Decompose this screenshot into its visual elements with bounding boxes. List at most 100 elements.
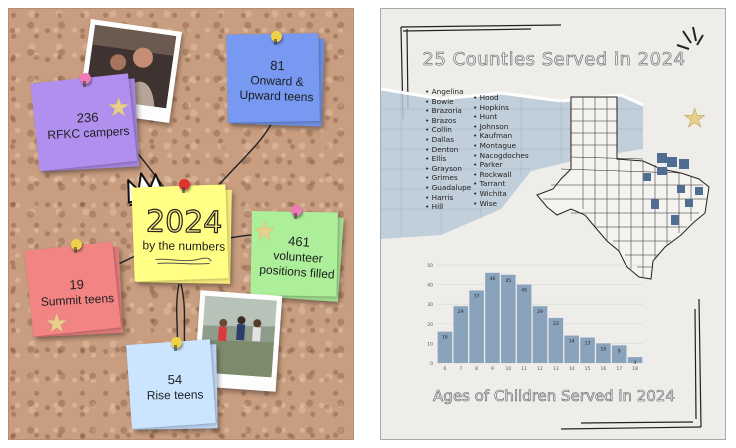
pin-yellow-1 xyxy=(271,31,282,45)
volunteer-number: 461 xyxy=(287,233,311,250)
county-item: Johnson xyxy=(473,122,529,132)
note-onward-upward: 81 Onward & Upward teens xyxy=(229,35,325,127)
data-label: 37 xyxy=(474,293,480,299)
data-label: 10 xyxy=(601,346,607,352)
county-item: Wichita xyxy=(473,189,529,199)
star-icon: ★ xyxy=(107,93,131,123)
county-list-col1: AngelinaBowieBrazoriaBrazosCollinDallasD… xyxy=(425,87,472,212)
data-label: 14 xyxy=(569,339,575,345)
data-label: 13 xyxy=(585,341,591,347)
bar xyxy=(564,335,579,363)
county-item: Montague xyxy=(473,141,529,151)
texas-map xyxy=(536,96,710,280)
bar xyxy=(516,284,532,363)
star-icon: ★ xyxy=(45,309,69,339)
county-list-col2: HoodHopkinsHuntJohnsonKaufmanMontagueNac… xyxy=(473,93,529,208)
county-item: Grimes xyxy=(425,173,471,183)
note-rise-teens: 54 Rise teens xyxy=(132,344,218,430)
infographic-panel: ★ 25 Counties Served in 2024 AngelinaBow… xyxy=(380,8,726,440)
county-item: Wise xyxy=(473,199,529,209)
county-item: Denton xyxy=(425,145,471,155)
onward-label: Onward & Upward teens xyxy=(239,73,314,105)
x-tick-label: 11 xyxy=(521,366,527,372)
center-year: 2024 xyxy=(145,203,223,241)
county-item: Harris xyxy=(425,193,471,203)
svg-text:★: ★ xyxy=(683,104,706,134)
photo-bottom xyxy=(193,290,283,392)
x-tick-label: 14 xyxy=(569,366,575,372)
x-tick-label: 13 xyxy=(553,366,559,372)
pin-pink-2 xyxy=(291,205,302,219)
x-tick-label: 6 xyxy=(443,366,446,372)
corkboard-panel: 236 RFKC campers ★ 81 Onward & Upward te… xyxy=(8,8,354,440)
county-item: Dallas xyxy=(425,135,471,145)
y-tick-label: 10 xyxy=(427,341,433,347)
bar xyxy=(532,306,548,363)
x-tick-label: 9 xyxy=(491,366,494,372)
bar xyxy=(580,337,595,363)
data-label: 46 xyxy=(490,276,496,282)
pin-yellow-2 xyxy=(71,239,82,253)
ages-bar-chart: 0 10 20 30 40 50 16 6 29 7 37 8 46 9 45 10 40 11 29 12 23 13 1… xyxy=(427,263,643,372)
ages-chart-title: Ages of Children Served in 2024 xyxy=(433,387,676,406)
county-item: Hopkins xyxy=(473,103,529,113)
x-tick-label: 10 xyxy=(505,366,511,372)
county-item: Hunt xyxy=(473,112,529,122)
data-label: 3 xyxy=(634,360,637,366)
y-tick-label: 50 xyxy=(427,263,433,269)
rfkc-label: RFKC campers xyxy=(47,123,130,142)
bar xyxy=(627,357,643,363)
pin-red-1 xyxy=(179,179,190,193)
pin-pink-1 xyxy=(80,73,91,87)
bar xyxy=(596,343,611,363)
county-item: Brazoria xyxy=(425,106,471,116)
county-item: Brazos xyxy=(425,116,471,126)
county-item: Collin xyxy=(425,125,471,135)
x-tick-label: 8 xyxy=(475,366,478,372)
bar xyxy=(453,306,469,363)
y-tick-label: 30 xyxy=(427,302,433,308)
data-label: 23 xyxy=(553,321,559,327)
center-caption: by the numbers xyxy=(142,237,226,254)
data-label: 16 xyxy=(442,335,448,341)
county-item: Guadalupe xyxy=(425,183,472,193)
rise-label: Rise teens xyxy=(146,387,204,402)
pin-yellow-3 xyxy=(171,337,182,351)
summit-number: 19 xyxy=(68,276,85,292)
county-item: Hill xyxy=(425,202,471,212)
county-item: Hood xyxy=(473,93,529,103)
county-item: Parker xyxy=(473,160,529,170)
x-tick-label: 12 xyxy=(537,366,543,372)
y-tick-label: 0 xyxy=(430,361,433,367)
counties-title: 25 Counties Served in 2024 xyxy=(422,49,686,71)
rise-number: 54 xyxy=(167,371,183,387)
x-tick-label: 18 xyxy=(632,366,638,372)
bar xyxy=(485,272,500,363)
data-label: 45 xyxy=(505,278,511,284)
summit-label: Summit teens xyxy=(40,290,115,309)
county-item: Tarrant xyxy=(473,179,529,189)
onward-number: 81 xyxy=(270,57,286,74)
data-label: 29 xyxy=(537,309,543,315)
data-label: 40 xyxy=(521,288,527,294)
x-tick-label: 15 xyxy=(585,366,591,372)
volunteer-label: volunteer positions filled xyxy=(258,248,336,282)
county-item: Kaufman xyxy=(473,131,529,141)
bar xyxy=(437,331,453,363)
rfkc-number: 236 xyxy=(76,108,99,126)
bar xyxy=(611,345,627,363)
x-tick-label: 16 xyxy=(601,366,607,372)
county-item: Angelina xyxy=(425,87,471,97)
y-tick-label: 20 xyxy=(427,322,433,328)
x-tick-label: 17 xyxy=(616,366,622,372)
data-label: 29 xyxy=(458,309,464,315)
bar xyxy=(548,317,564,363)
county-item: Rockwall xyxy=(473,170,529,180)
county-item: Bowie xyxy=(425,97,471,107)
x-tick-label: 7 xyxy=(459,366,462,372)
data-label: 9 xyxy=(618,348,621,354)
bar xyxy=(469,290,484,363)
county-item: Ellis xyxy=(425,154,471,164)
star-icon: ★ xyxy=(253,217,277,247)
bar xyxy=(501,274,516,363)
